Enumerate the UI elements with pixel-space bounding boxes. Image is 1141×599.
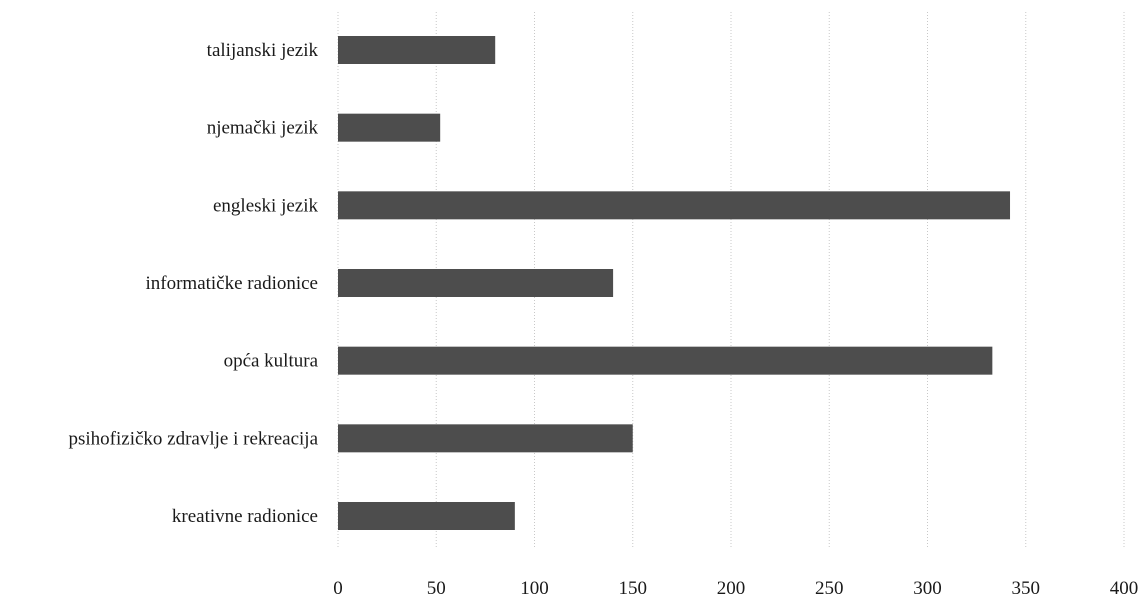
bar [338,269,614,297]
x-tick-label: 0 [333,578,343,599]
category-labels: kreativne radionice psihofizičko zdravlje… [68,40,318,527]
x-tick-label: 150 [619,578,648,599]
bar [338,346,993,375]
category-label: informatičke radionice [145,273,318,294]
category-label: njemački jezik [207,118,319,139]
category-label: kreativne radionice [172,506,318,527]
bar [338,502,515,530]
x-tick-label: 300 [913,578,942,599]
x-tick-label: 50 [427,578,446,599]
bar [338,113,441,142]
x-tick-label: 250 [815,578,844,599]
category-label: psihofizičko zdravlje i rekreacija [68,428,318,449]
x-tick-label: 100 [520,578,549,599]
category-label: opća kultura [224,351,319,372]
category-label: talijanski jezik [207,40,319,61]
bar [338,191,1011,220]
category-label: engleski jezik [213,195,318,216]
bar [338,424,633,453]
x-tick-label: 400 [1110,578,1139,599]
bars [338,36,1011,530]
x-axis-tick-labels: 0 50 100 150 200 250 300 350 400 [333,578,1138,599]
x-tick-label: 200 [717,578,746,599]
bar [338,36,496,64]
x-tick-label: 350 [1012,578,1041,599]
